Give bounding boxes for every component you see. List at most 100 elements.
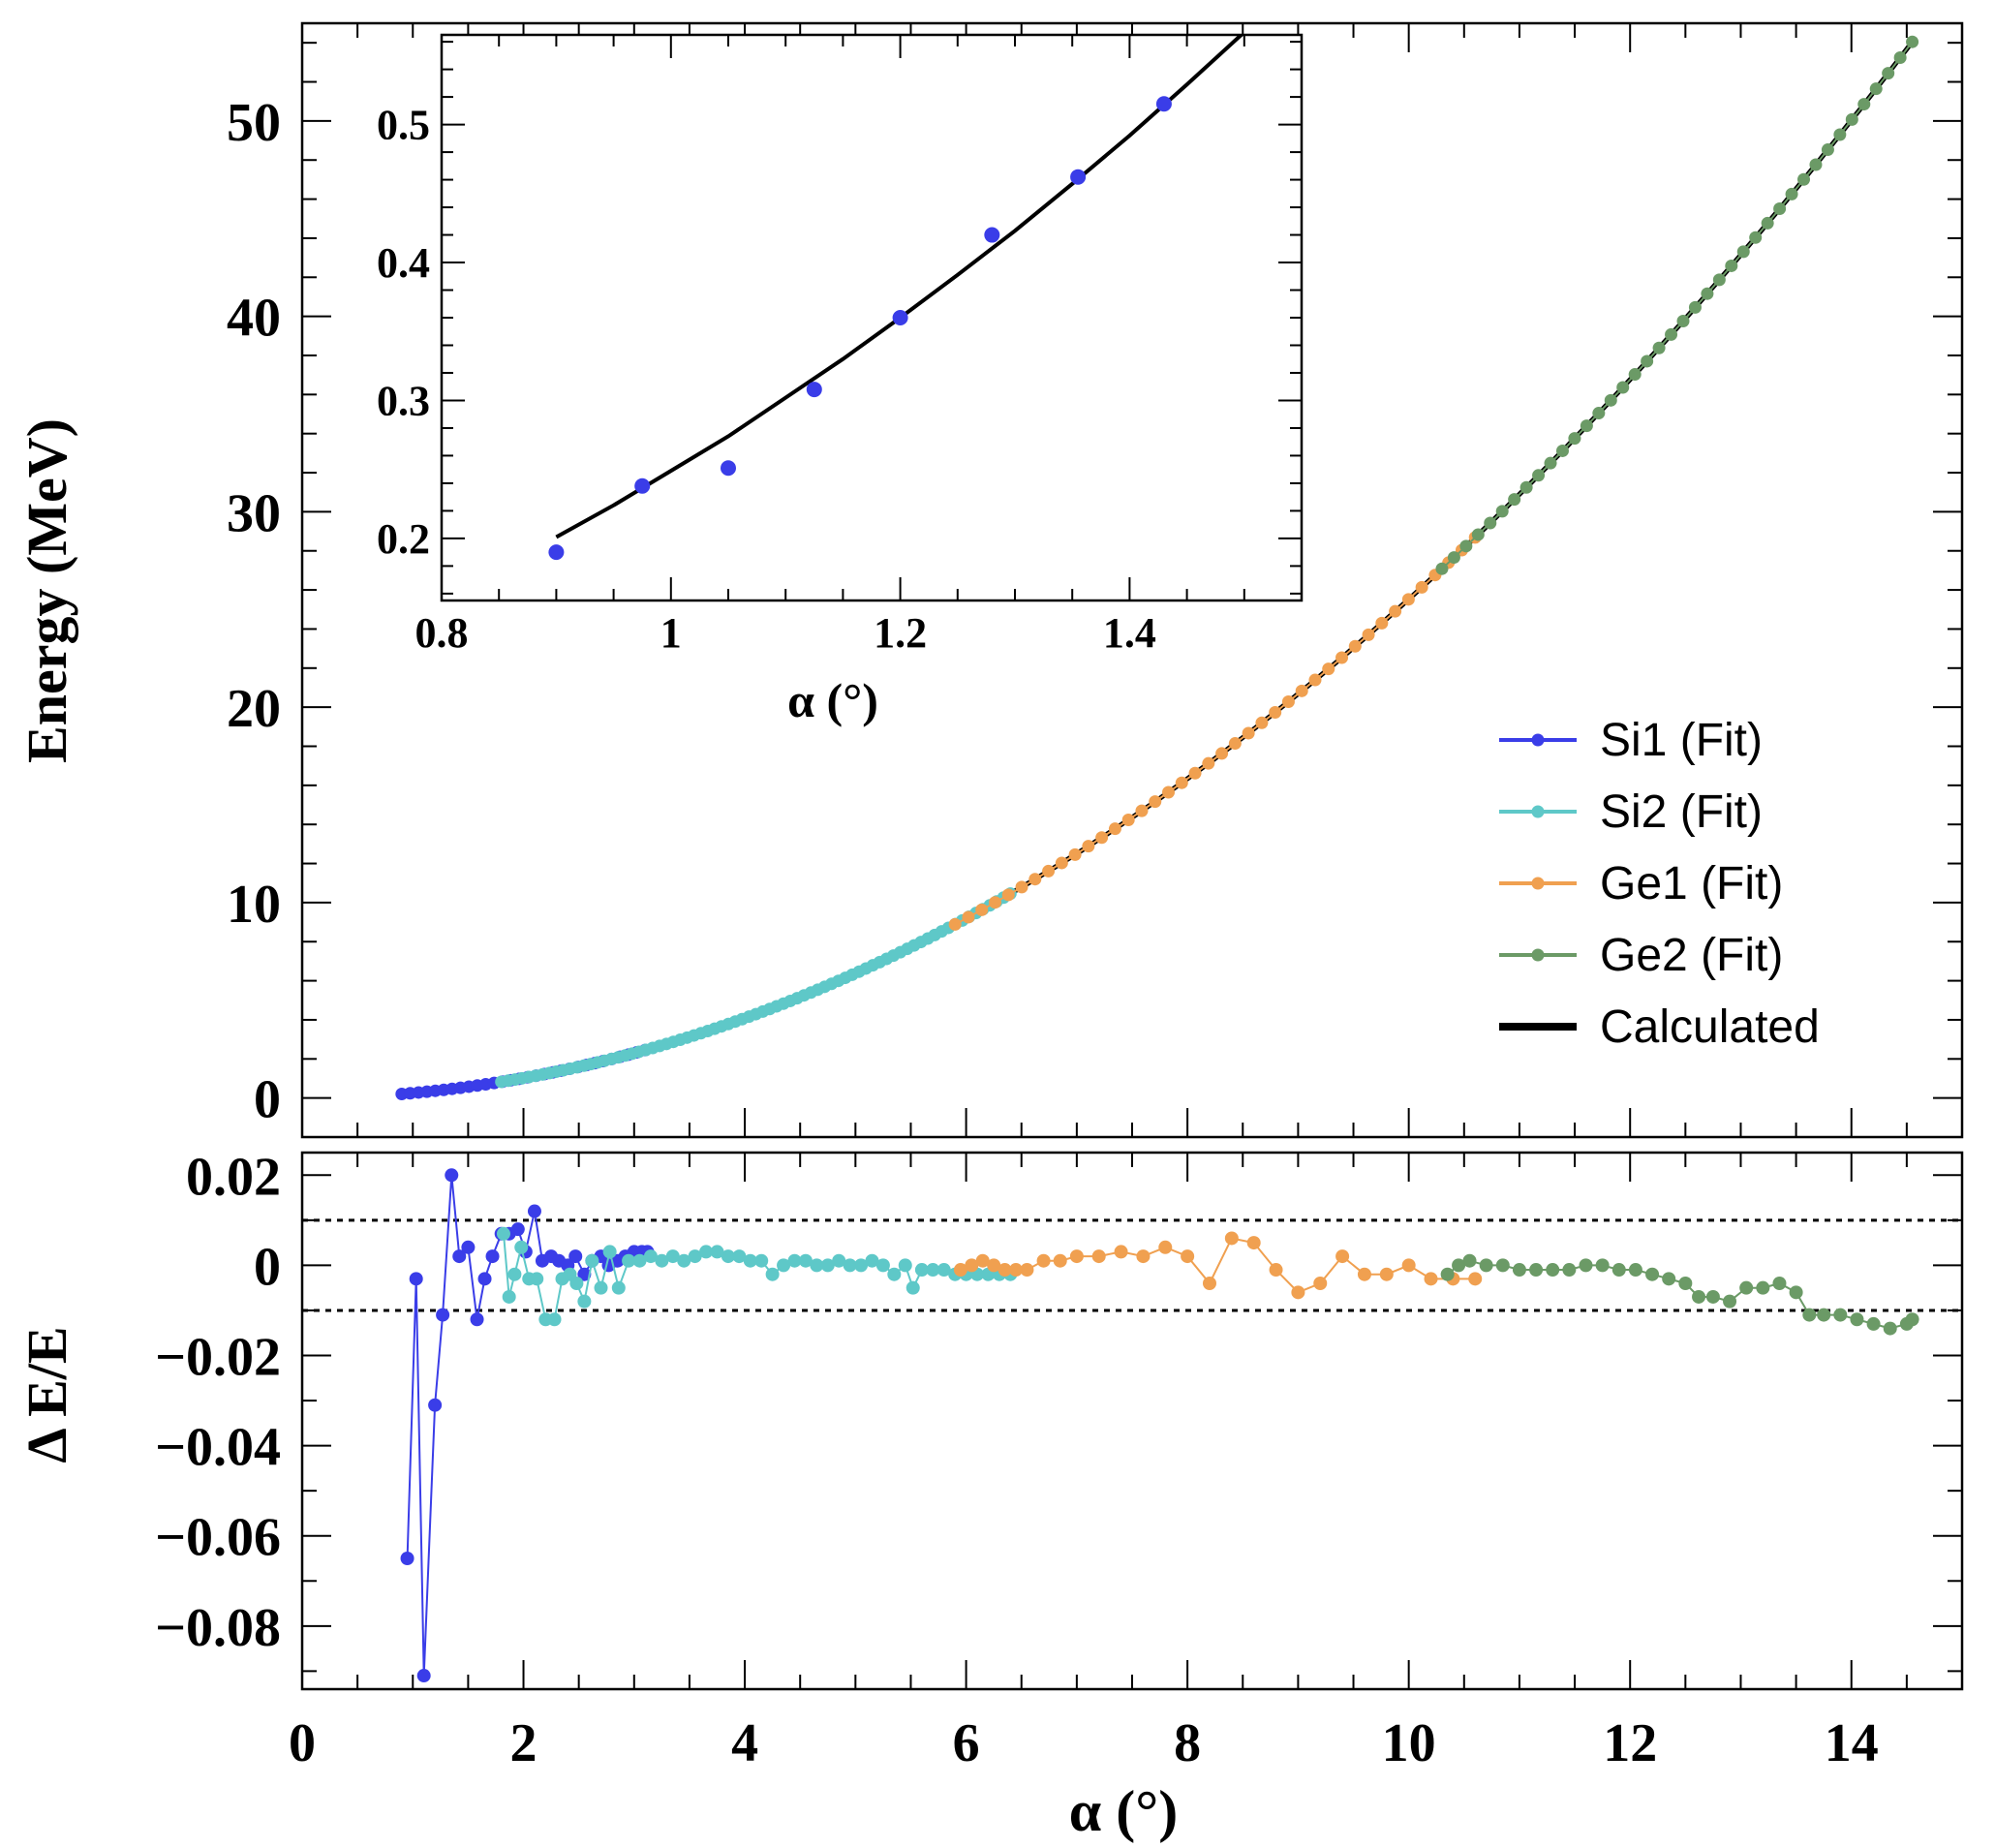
residual-point-ge1 — [965, 1258, 979, 1273]
residual-point-si2 — [721, 1249, 735, 1264]
main-y-tick-label: 40 — [227, 289, 281, 349]
residual-point-si2 — [699, 1245, 714, 1259]
residual-point-si1 — [409, 1272, 423, 1286]
residual-point-ge1 — [1401, 1258, 1416, 1273]
main-y-tick-label: 50 — [227, 93, 281, 153]
residual-point-si1 — [568, 1249, 583, 1264]
data-point-ge2 — [1833, 128, 1847, 141]
residual-point-ge1 — [1069, 1249, 1084, 1264]
residual-point-ge2 — [1756, 1280, 1770, 1295]
residual-point-si1 — [510, 1222, 525, 1237]
data-point-ge2 — [1809, 158, 1823, 171]
residual-point-ge1 — [1136, 1249, 1151, 1264]
data-point-ge2 — [1435, 562, 1449, 575]
residual-y-tick-label: −0.08 — [155, 1598, 281, 1658]
data-point-ge2 — [1519, 480, 1533, 494]
residual-point-si2 — [787, 1253, 802, 1268]
residual-point-ge2 — [1662, 1272, 1676, 1286]
data-point-ge1 — [1042, 864, 1056, 878]
residual-y-axis-title: Δ E/E — [15, 1326, 78, 1463]
inset-x-tick-label: 1 — [660, 609, 682, 657]
residual-point-ge1 — [1424, 1272, 1438, 1286]
residual-point-si2 — [887, 1267, 902, 1281]
residual-point-ge2 — [1802, 1308, 1817, 1322]
inset-data-point — [721, 460, 736, 477]
data-point-ge2 — [1447, 551, 1460, 565]
residual-point-si1 — [436, 1308, 450, 1322]
data-point-ge2 — [1641, 354, 1654, 368]
residual-point-ge2 — [1512, 1263, 1526, 1278]
inset-y-tick-label: 0.4 — [377, 239, 430, 287]
data-point-ge1 — [1335, 651, 1349, 664]
data-point-ge2 — [1761, 216, 1774, 230]
residual-point-si1 — [527, 1204, 541, 1218]
residual-point-ge1 — [1036, 1253, 1051, 1268]
residual-point-si2 — [732, 1249, 747, 1264]
data-point-ge2 — [1508, 493, 1521, 507]
residual-point-si2 — [936, 1263, 951, 1278]
residual-panel: 0.020−0.02−0.04−0.06−0.080 2 4 6 8 10 12 14 — [155, 1147, 1964, 1773]
x-tick-label: 6 — [953, 1713, 980, 1773]
residual-point-si2 — [810, 1258, 824, 1273]
residual-point-si2 — [743, 1253, 757, 1268]
data-point-ge2 — [1592, 407, 1606, 420]
inset-x-tick-label: 1.2 — [874, 609, 927, 657]
residual-point-si1 — [461, 1240, 476, 1254]
data-point-ge1 — [1362, 628, 1375, 641]
residual-point-si2 — [898, 1258, 912, 1273]
residual-point-si2 — [688, 1249, 702, 1264]
data-point-ge2 — [1652, 341, 1666, 354]
residual-point-si2 — [585, 1253, 599, 1268]
residual-point-si2 — [496, 1226, 510, 1241]
residual-point-si2 — [854, 1258, 869, 1273]
data-point-ge2 — [1484, 516, 1497, 530]
legend-label-calculated: Calculated — [1600, 1001, 1820, 1053]
main-y-tick-label: 20 — [227, 679, 281, 739]
residual-point-si2 — [843, 1258, 857, 1273]
residual-point-ge2 — [1789, 1285, 1803, 1300]
residual-point-ge2 — [1905, 1312, 1919, 1327]
residual-point-ge1 — [1020, 1263, 1034, 1278]
data-point-ge2 — [1459, 539, 1473, 553]
data-point-ge2 — [1797, 172, 1811, 186]
residual-point-ge2 — [1440, 1267, 1455, 1281]
inset-y-tick-label: 0.3 — [377, 377, 430, 424]
legend-marker-ge1 — [1531, 877, 1545, 890]
data-point-ge1 — [1095, 831, 1109, 845]
residual-point-ge2 — [1462, 1253, 1477, 1268]
legend-label-si1: Si1 (Fit) — [1600, 715, 1763, 766]
residual-point-si1 — [445, 1168, 459, 1183]
residual-point-ge2 — [1692, 1289, 1706, 1304]
legend-label-ge1: Ge1 (Fit) — [1600, 858, 1783, 909]
data-point-ge1 — [1188, 766, 1202, 780]
data-point-ge1 — [1175, 776, 1188, 789]
inset-x-axis-title: α (°) — [787, 673, 878, 727]
main-y-tick-label: 30 — [227, 483, 281, 543]
residual-point-si2 — [547, 1312, 562, 1327]
data-point-ge2 — [1555, 444, 1569, 457]
inset-x-tick-label: 1.4 — [1103, 609, 1156, 657]
residual-point-ge1 — [1335, 1249, 1350, 1264]
data-point-ge1 — [1401, 593, 1415, 606]
residual-point-si2 — [611, 1280, 626, 1295]
data-point-ge1 — [1121, 813, 1135, 826]
residual-point-si2 — [514, 1240, 529, 1254]
data-point-ge1 — [1001, 888, 1015, 902]
series-line-ge2 — [1441, 41, 1914, 570]
x-tick-label: 10 — [1382, 1713, 1436, 1773]
residual-point-ge1 — [1009, 1263, 1024, 1278]
data-point-ge1 — [1322, 662, 1335, 676]
data-point-ge2 — [1773, 201, 1787, 215]
residual-point-ge1 — [998, 1263, 1012, 1278]
data-point-ge2 — [1869, 82, 1883, 96]
data-point-ge2 — [1616, 381, 1630, 394]
data-point-ge1 — [1228, 737, 1242, 751]
data-point-ge2 — [1471, 528, 1485, 541]
residual-point-si1 — [577, 1267, 592, 1281]
data-point-ge2 — [1665, 327, 1678, 341]
main-y-tick-label: 0 — [254, 1070, 281, 1130]
data-point-ge1 — [975, 903, 989, 916]
residual-point-ge1 — [1291, 1285, 1305, 1300]
residual-point-ge2 — [1850, 1312, 1864, 1327]
data-point-ge1 — [1269, 705, 1282, 719]
